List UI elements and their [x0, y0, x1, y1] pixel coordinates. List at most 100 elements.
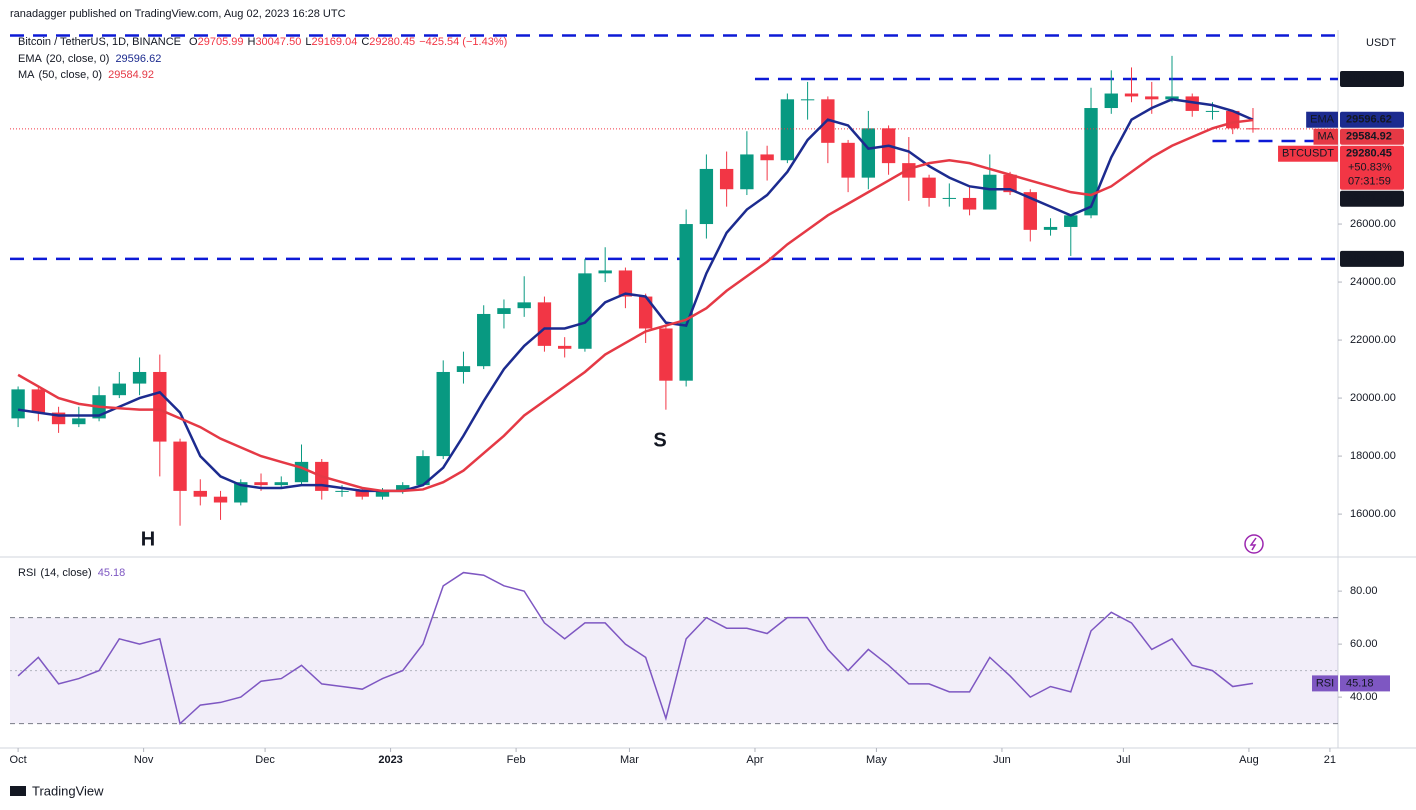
candle-body: [618, 270, 633, 297]
candle-body: [740, 154, 754, 190]
candle-body: [1084, 108, 1098, 216]
candle-body: [335, 490, 349, 492]
rsi-tag: [1340, 675, 1390, 692]
price-tag-extra: +50.83%: [1348, 162, 1392, 174]
price-tag-value: 31000.00: [1346, 73, 1392, 85]
x-tick-label: Feb: [507, 754, 526, 766]
candle-body: [861, 128, 876, 178]
symbol: Bitcoin / TetherUS, 1D, BINANCE: [18, 36, 181, 48]
indicator-value: 29584.92: [108, 69, 154, 81]
x-tick-label: 21: [1324, 754, 1336, 766]
ohlc-key: L: [305, 36, 311, 48]
candle-body: [234, 482, 248, 503]
candle-body: [942, 197, 956, 199]
indicator-params: (20, close, 0): [46, 53, 110, 65]
candle-body: [659, 328, 673, 381]
candle-body: [497, 308, 511, 314]
price-tag-name-box: [1306, 111, 1338, 128]
x-tick-label: Aug: [1239, 754, 1259, 766]
candle-body: [254, 482, 268, 486]
indicator-name: EMA: [18, 53, 43, 65]
y-tick-label: 18000.00: [1350, 450, 1396, 462]
candle-body: [274, 482, 288, 486]
candle-body: [456, 366, 471, 372]
x-tick-label: May: [866, 754, 887, 766]
x-tick-label: Apr: [746, 754, 763, 766]
rsi-line: [17, 571, 1254, 726]
candle-body: [396, 485, 410, 491]
ohlc-key: H: [247, 36, 255, 48]
candle-body: [598, 270, 612, 274]
rsi-name: RSI: [18, 567, 36, 579]
y-tick-label: 26000.00: [1350, 218, 1396, 230]
candle-body: [578, 273, 592, 349]
candle-body: [1023, 192, 1037, 230]
candle-body: [1185, 96, 1199, 111]
price-tag: [1340, 111, 1404, 128]
change: −425.54 (−1.43%): [419, 36, 507, 48]
candle-body: [355, 490, 369, 497]
price-tag-value: 29584.92: [1346, 131, 1392, 143]
price-tag-value: 29596.62: [1346, 114, 1392, 126]
y-tick-label: 22000.00: [1350, 334, 1396, 346]
candle-body: [1043, 226, 1058, 230]
price-tag-name-box: [1313, 128, 1338, 145]
x-tick-label: Oct: [10, 754, 27, 766]
candle-body: [153, 371, 167, 442]
rsi-params: (14, close): [40, 567, 91, 579]
rsi-tag-name: [1312, 675, 1338, 692]
candle-body: [51, 412, 66, 425]
indicator-line: [17, 118, 1254, 493]
candle-body: [558, 345, 572, 349]
x-tick-label: Nov: [134, 754, 154, 766]
y-tick-label: 24000.00: [1350, 276, 1396, 288]
candles: [11, 55, 1260, 526]
price-tag-value: 24800.00: [1346, 253, 1392, 265]
x-tick-label: Mar: [620, 754, 639, 766]
candle-body: [537, 302, 552, 346]
indicator-value: 29596.62: [115, 53, 161, 65]
candle-body: [841, 142, 855, 178]
indicator-line: [17, 98, 1254, 493]
candle-body: [922, 177, 936, 198]
price-tag: [1340, 250, 1404, 267]
indicator-name: MA: [18, 69, 35, 81]
candle-body: [1124, 93, 1139, 97]
candle-body: [416, 456, 430, 486]
candle-body: [1165, 96, 1179, 100]
rsi-tag-name-text: RSI: [1316, 677, 1334, 689]
candle-body: [173, 441, 187, 491]
candle-body: [760, 154, 774, 161]
candle-body: [1205, 110, 1220, 112]
price-tag-value: 29280.45: [1346, 148, 1392, 160]
candle-body: [132, 371, 147, 384]
candle-body: [1064, 215, 1078, 227]
price-tag: [1340, 190, 1404, 207]
rsi-value: 45.18: [98, 567, 126, 579]
price-tag-name: BTCUSDT: [1282, 148, 1334, 160]
candle-body: [1003, 174, 1017, 193]
y-tick-label: 60.00: [1350, 638, 1378, 650]
x-tick-label: Jul: [1116, 754, 1130, 766]
ohlc-value: 30047.50: [255, 36, 301, 48]
candle-body: [11, 389, 25, 419]
candle-body: [294, 461, 309, 483]
candle-body: [983, 174, 997, 210]
candle-body: [193, 490, 207, 497]
legend-symbol: Bitcoin / TetherUS, 1D, BINANCE O29705.99…: [18, 36, 507, 48]
candle-body: [1104, 93, 1118, 109]
ohlc-key: O: [189, 36, 198, 48]
indicator-params: (50, close, 0): [39, 69, 103, 81]
price-tag-extra: 07:31:59: [1348, 176, 1391, 188]
candle-body: [719, 168, 734, 190]
legend-indicator: EMA (20, close, 0) 29596.62: [18, 53, 161, 65]
ohlc-value: 29705.99: [198, 36, 244, 48]
lightning-icon[interactable]: [1244, 534, 1264, 554]
rsi-tag-value: 45.18: [1346, 677, 1374, 689]
legend-indicator: MA (50, close, 0) 29584.92: [18, 69, 154, 81]
candle-body: [517, 302, 531, 309]
pattern-label: H: [141, 528, 155, 550]
ohlc-value: 29280.45: [369, 36, 415, 48]
candle-body: [477, 313, 491, 367]
